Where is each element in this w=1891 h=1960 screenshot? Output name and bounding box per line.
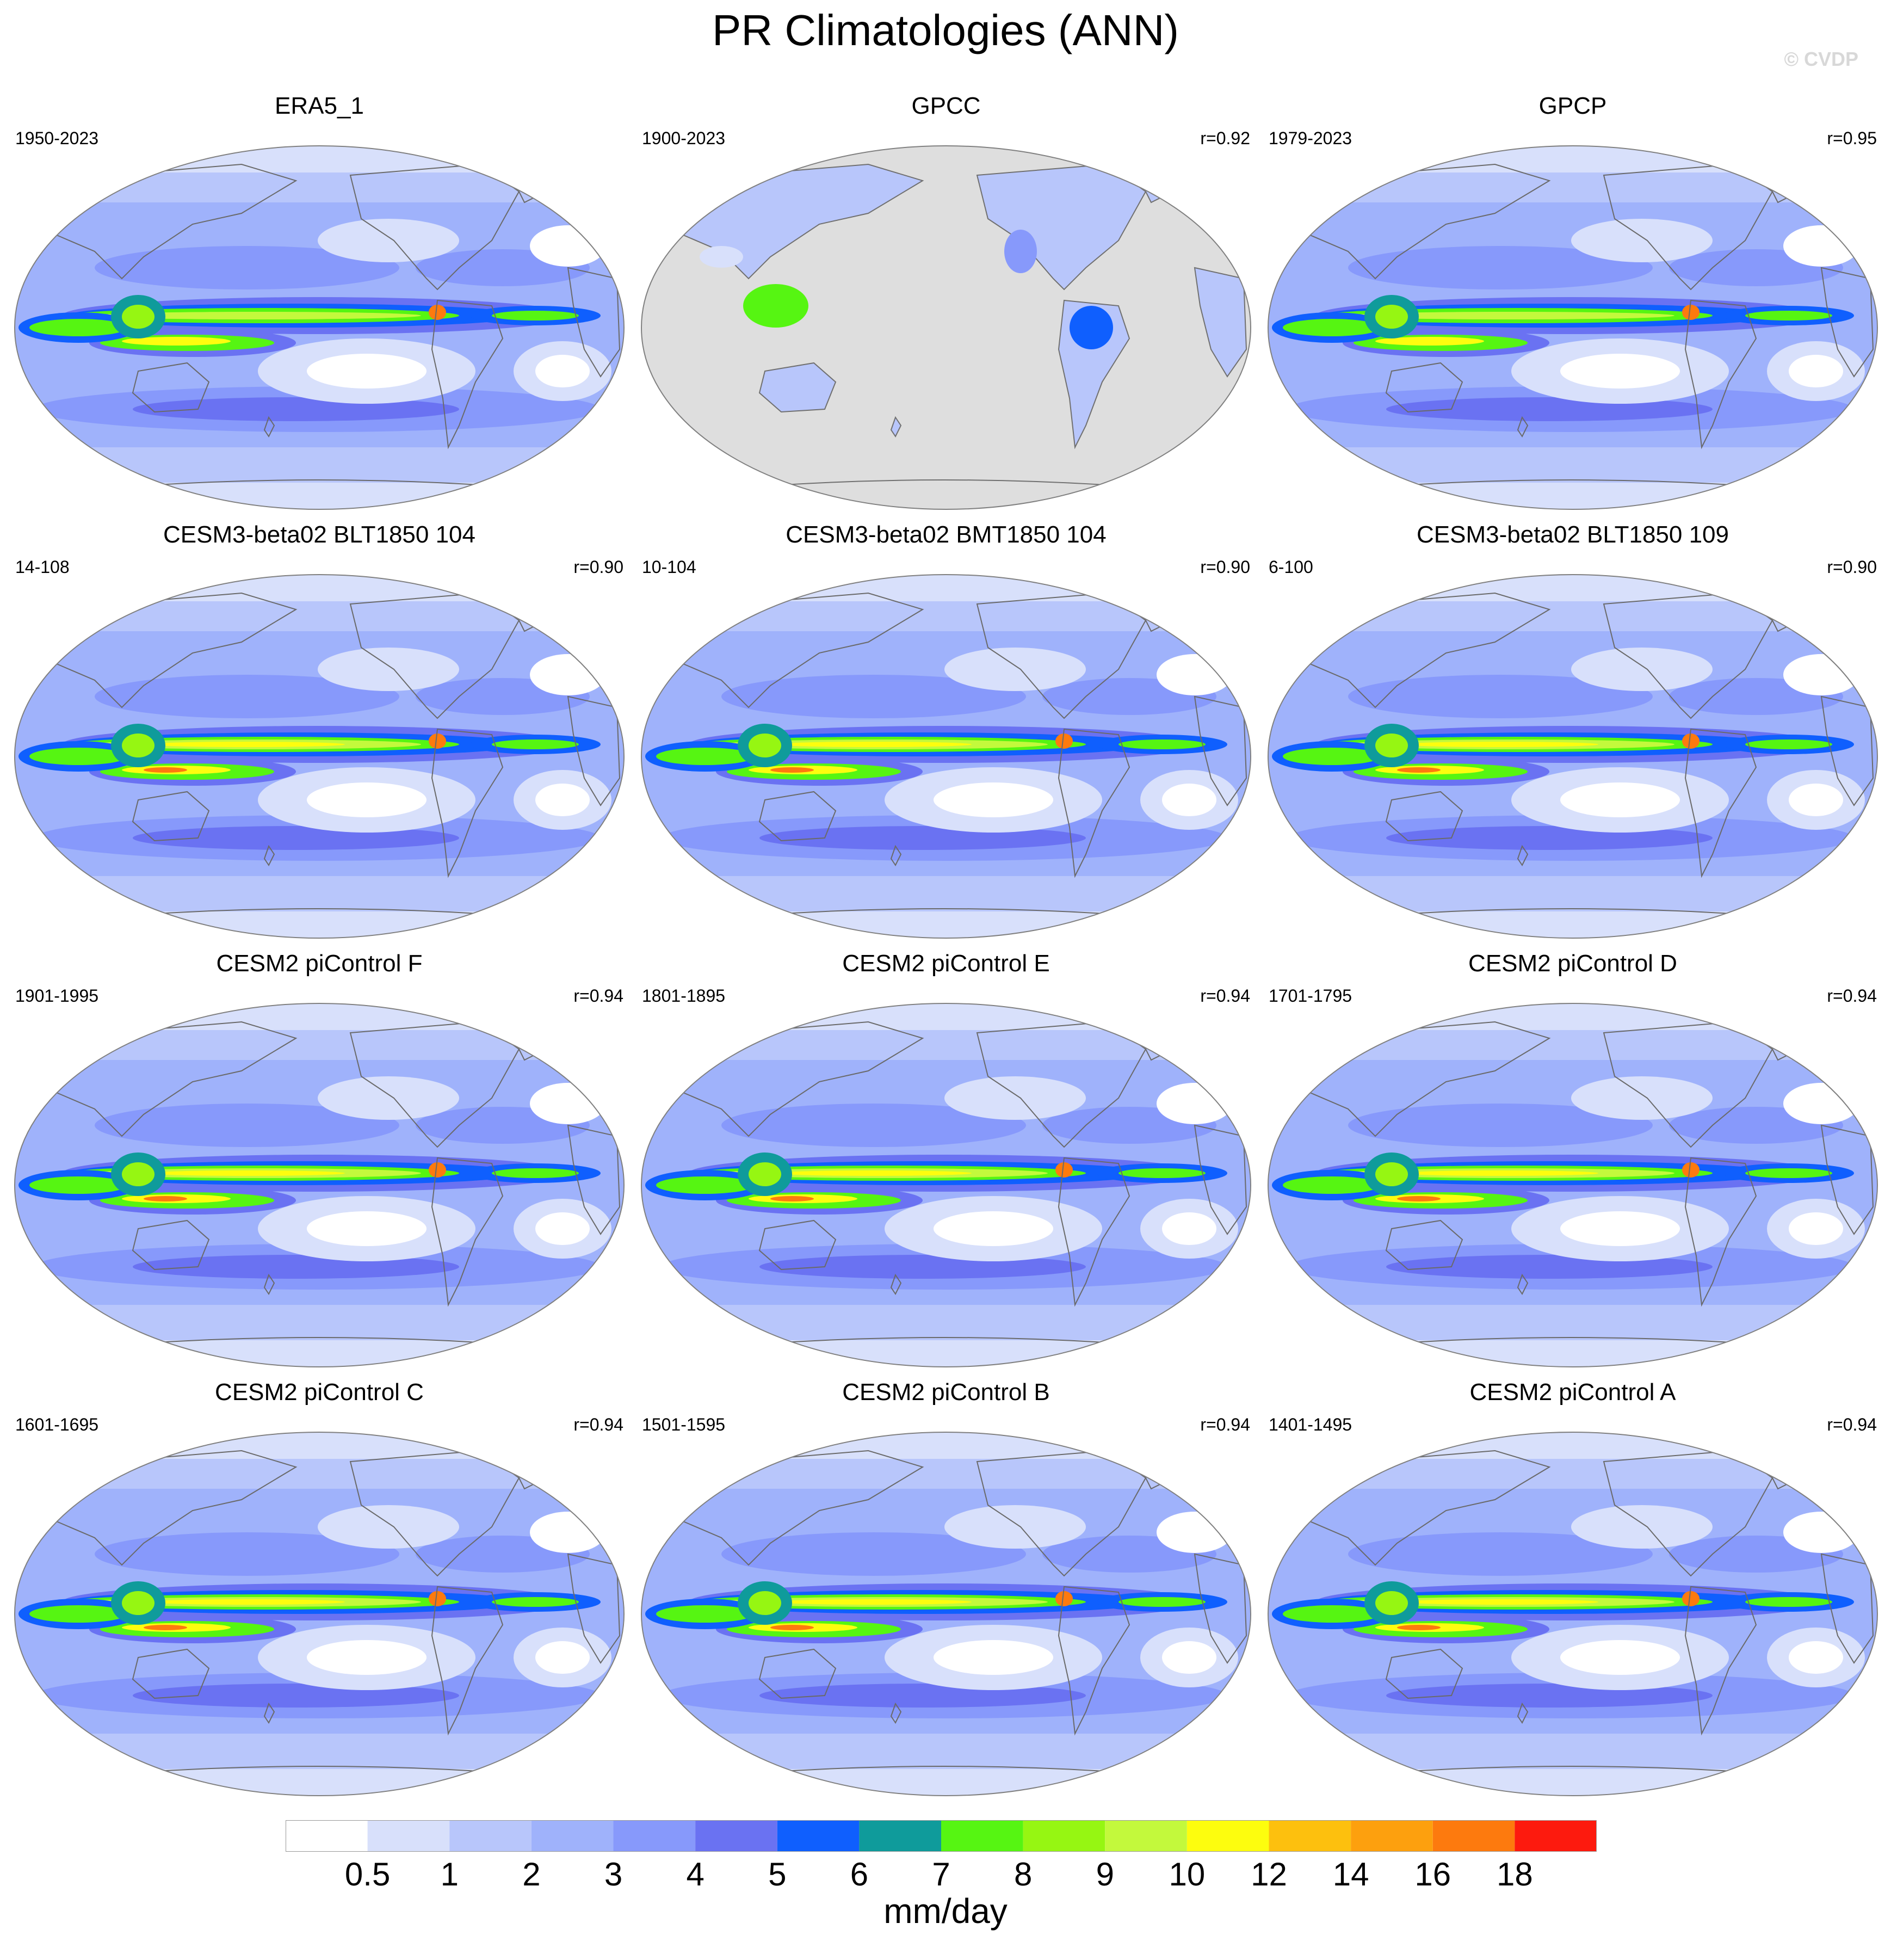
panel-title: CESM2 piControl B xyxy=(842,1379,1050,1406)
panel-title: GPCC xyxy=(911,93,981,119)
panel-years: 1501-1595 xyxy=(642,1415,726,1434)
panel-correlation: r=0.94 xyxy=(573,1415,623,1434)
precipitation-map xyxy=(641,574,1251,939)
colorbar-swatch xyxy=(613,1820,696,1852)
colorbar xyxy=(286,1820,1597,1852)
map-panel: CESM2 piControl F 1901-1995 r=0.94 xyxy=(7,950,632,1375)
precipitation-map xyxy=(1268,1003,1878,1367)
colorbar-swatch xyxy=(286,1820,368,1852)
panel-correlation: r=0.92 xyxy=(1200,128,1250,148)
panel-years: 14-108 xyxy=(15,557,70,577)
panel-years: 1901-1995 xyxy=(15,986,99,1006)
colorbar-swatch xyxy=(1351,1820,1433,1852)
panel-years: 10-104 xyxy=(642,557,696,577)
map-panel: CESM2 piControl B 1501-1595 r=0.94 xyxy=(633,1379,1259,1803)
colorbar-tick-label: 1 xyxy=(440,1856,459,1893)
colorbar-tick-label: 4 xyxy=(686,1856,705,1893)
watermark: © CVDP xyxy=(1784,48,1858,70)
panel-title: CESM2 piControl A xyxy=(1469,1379,1676,1406)
map-panel: CESM3-beta02 BMT1850 104 10-104 r=0.90 xyxy=(633,521,1259,946)
colorbar-swatch xyxy=(531,1820,614,1852)
colorbar-tick-label: 5 xyxy=(768,1856,787,1893)
colorbar-swatch xyxy=(1269,1820,1351,1852)
colorbar-tick-label: 6 xyxy=(850,1856,869,1893)
map-panel: CESM2 piControl D 1701-1795 r=0.94 xyxy=(1260,950,1886,1375)
colorbar-swatch xyxy=(1432,1820,1515,1852)
precipitation-map xyxy=(1268,1432,1878,1796)
figure-title: PR Climatologies (ANN) xyxy=(712,6,1179,54)
colorbar-tick-label: 9 xyxy=(1096,1856,1114,1893)
panel-years: 1801-1895 xyxy=(642,986,726,1006)
panel-correlation: r=0.95 xyxy=(1827,128,1877,148)
panel-title: ERA5_1 xyxy=(275,93,364,119)
colorbar-tick-label: 3 xyxy=(604,1856,623,1893)
panel-correlation: r=0.94 xyxy=(1200,986,1250,1006)
panel-title: CESM3-beta02 BLT1850 109 xyxy=(1417,521,1729,548)
panel-correlation: r=0.94 xyxy=(1200,1415,1250,1434)
panel-years: 1701-1795 xyxy=(1269,986,1352,1006)
map-panel: CESM2 piControl A 1401-1495 r=0.94 xyxy=(1260,1379,1886,1803)
precipitation-map xyxy=(1268,574,1878,939)
colorbar-swatch xyxy=(449,1820,532,1852)
colorbar-swatch xyxy=(1023,1820,1105,1852)
panel-correlation: r=0.90 xyxy=(1200,557,1250,577)
panel-title: CESM2 piControl C xyxy=(215,1379,424,1406)
precipitation-map xyxy=(14,1003,625,1367)
colorbar-tick-label: 10 xyxy=(1169,1856,1206,1893)
colorbar-tick-label: 14 xyxy=(1332,1856,1369,1893)
panel-title: CESM3-beta02 BMT1850 104 xyxy=(786,521,1107,548)
map-panel: CESM2 piControl E 1801-1895 r=0.94 xyxy=(633,950,1259,1375)
precipitation-map xyxy=(14,1432,625,1796)
colorbar-tick-label: 0.5 xyxy=(344,1856,391,1893)
panel-title: GPCP xyxy=(1538,93,1607,119)
panel-correlation: r=0.94 xyxy=(573,986,623,1006)
panel-correlation: r=0.90 xyxy=(573,557,623,577)
map-panel: GPCP 1979-2023 r=0.95 xyxy=(1260,93,1886,517)
map-panel: CESM2 piControl C 1601-1695 r=0.94 xyxy=(7,1379,632,1803)
precipitation-map xyxy=(641,145,1251,510)
colorbar-tick-label: 12 xyxy=(1251,1856,1287,1893)
map-panel: CESM3-beta02 BLT1850 104 14-108 r=0.90 xyxy=(7,521,632,946)
colorbar-tick-label: 16 xyxy=(1414,1856,1451,1893)
colorbar-swatch xyxy=(1515,1820,1597,1852)
colorbar-tick-label: 2 xyxy=(522,1856,541,1893)
precipitation-map xyxy=(1268,145,1878,510)
colorbar-swatch xyxy=(1105,1820,1187,1852)
panel-years: 1401-1495 xyxy=(1269,1415,1352,1434)
colorbar-swatch xyxy=(777,1820,860,1852)
panel-title: CESM2 piControl F xyxy=(216,950,423,977)
panel-correlation: r=0.90 xyxy=(1827,557,1877,577)
precipitation-map xyxy=(641,1432,1251,1796)
colorbar-tick-label: 18 xyxy=(1497,1856,1533,1893)
map-panel: GPCC 1900-2023 r=0.92 xyxy=(633,93,1259,517)
colorbar-swatch xyxy=(367,1820,450,1852)
colorbar-units: mm/day xyxy=(883,1891,1008,1931)
precipitation-map xyxy=(14,574,625,939)
map-panel: ERA5_1 1950-2023 xyxy=(7,93,632,517)
panel-years: 6-100 xyxy=(1269,557,1313,577)
panel-years: 1979-2023 xyxy=(1269,128,1352,148)
panel-title: CESM2 piControl E xyxy=(842,950,1050,977)
colorbar-tick-label: 7 xyxy=(932,1856,950,1893)
precipitation-map xyxy=(641,1003,1251,1367)
panel-years: 1601-1695 xyxy=(15,1415,99,1434)
panel-correlation: r=0.94 xyxy=(1827,986,1877,1006)
panel-correlation: r=0.94 xyxy=(1827,1415,1877,1434)
map-panel: CESM3-beta02 BLT1850 109 6-100 r=0.90 xyxy=(1260,521,1886,946)
colorbar-swatch xyxy=(941,1820,1023,1852)
colorbar-swatch xyxy=(695,1820,777,1852)
colorbar-swatch xyxy=(1186,1820,1269,1852)
panel-title: CESM3-beta02 BLT1850 104 xyxy=(163,521,475,548)
precipitation-map xyxy=(14,145,625,510)
panel-years: 1950-2023 xyxy=(15,128,99,148)
panel-title: CESM2 piControl D xyxy=(1468,950,1677,977)
colorbar-swatch xyxy=(859,1820,941,1852)
colorbar-tick-label: 8 xyxy=(1014,1856,1033,1893)
panel-years: 1900-2023 xyxy=(642,128,726,148)
